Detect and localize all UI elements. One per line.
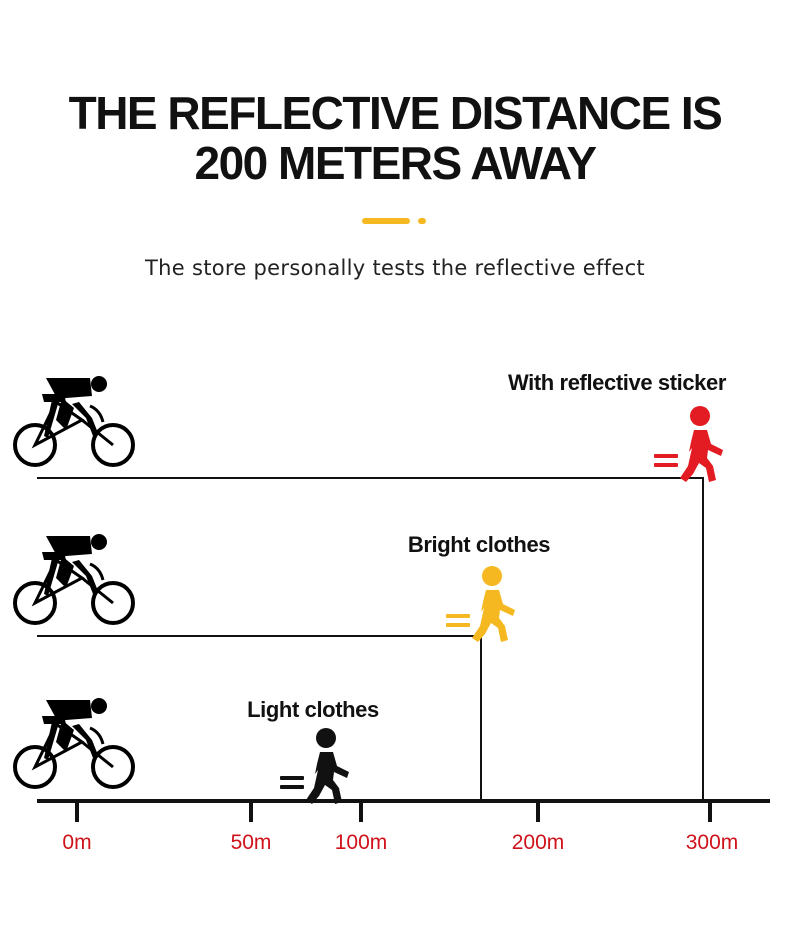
tick-label-300m: 300m <box>686 831 739 854</box>
pedestrian-icon <box>280 728 349 804</box>
row-1-line <box>37 477 704 801</box>
tick-label-50m: 50m <box>231 831 272 854</box>
title-line-1: THE REFLECTIVE DISTANCE IS <box>68 87 723 139</box>
cyclist-icon <box>13 374 135 467</box>
cyclist-icon <box>13 532 135 625</box>
subtitle: The store personally tests the reflectiv… <box>145 256 645 280</box>
pedestrian-icon <box>654 406 723 482</box>
accent-dot <box>418 218 426 224</box>
tick-label-100m: 100m <box>335 831 388 854</box>
tick-label-200m: 200m <box>512 831 565 854</box>
row-1-label: With reflective sticker <box>508 370 727 395</box>
title-line-2: 200 METERS AWAY <box>194 137 597 189</box>
pedestrian-icon <box>446 566 515 642</box>
accent-dash <box>362 218 410 224</box>
cyclist-icon <box>13 696 135 789</box>
row-3-label: Light clothes <box>247 697 379 722</box>
page-title: THE REFLECTIVE DISTANCE IS 200 METERS AW… <box>0 88 790 188</box>
row-2-label: Bright clothes <box>408 532 550 557</box>
tick-label-0m: 0m <box>62 831 91 854</box>
